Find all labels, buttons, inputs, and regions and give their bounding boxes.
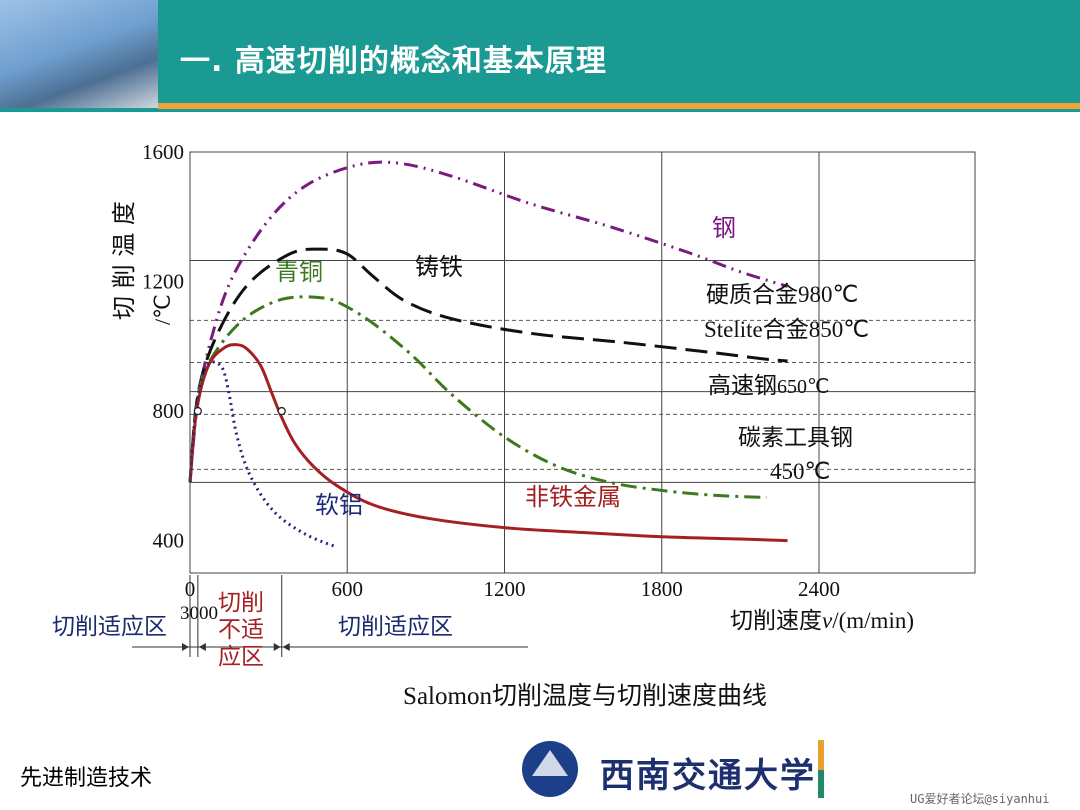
series-label-0: 钢 (712, 214, 736, 242)
reference-label: 碳素工具钢 (738, 425, 853, 451)
x-tick-label: 1200 (484, 577, 526, 601)
marker-point (193, 406, 203, 416)
zone-arrowhead (282, 643, 290, 651)
y-axis-unit: /℃ (150, 294, 175, 325)
series-line-4 (188, 360, 338, 549)
slide-header (0, 0, 1080, 112)
reference-label: 高速钢650℃ (708, 373, 829, 399)
seal-inner-shape (532, 750, 568, 776)
y-axis-title: 切 削 温 度 (110, 201, 138, 320)
y-tick-label: 1600 (142, 140, 184, 164)
series-line-3 (188, 343, 788, 543)
header-stripe (158, 103, 1080, 109)
x-tick-label: 1800 (641, 577, 683, 601)
plot-frame (189, 151, 976, 574)
x-axis-title: 切削速度v/(m/min) (730, 608, 914, 634)
zone-arrowhead (182, 643, 189, 651)
series-label-1: 铸铁 (415, 253, 463, 281)
x-tick-label: 2400 (798, 577, 840, 601)
chart-caption: Salomon切削温度与切削速度曲线 (403, 682, 767, 710)
series-line-1 (188, 247, 788, 483)
slide-title: 一. 高速切削的概念和基本原理 (180, 44, 607, 79)
zone-label-middle: 不适 (218, 617, 264, 643)
y-tick-label: 800 (153, 399, 185, 423)
university-name: 西南交通大学 (600, 756, 816, 796)
university-logo (522, 740, 824, 798)
watermark: UG爱好者论坛@siyanhui (910, 792, 1050, 806)
reference-label: Stelite合金850℃ (704, 317, 869, 343)
marker-point (277, 406, 286, 416)
series-label-3: 非铁金属 (525, 483, 621, 511)
zone-label-middle: 切削 (218, 590, 264, 616)
series-line-2 (188, 295, 767, 500)
series-label-4: 软铝 (315, 491, 363, 519)
series-lines (188, 160, 788, 549)
x-tick-label: 600 (332, 577, 364, 601)
zone-label-middle: 应区 (218, 644, 264, 670)
header-photo (0, 0, 158, 108)
logo-bar-orange (818, 740, 824, 798)
y-tick-label: 1200 (142, 270, 184, 294)
logo-bar-green (818, 770, 824, 798)
series-label-2: 青铜 (275, 258, 323, 286)
zone-label-right: 切削适应区 (338, 614, 453, 640)
reference-label: 硬质合金980℃ (706, 282, 858, 308)
zone-arrowhead (273, 643, 281, 651)
y-tick-label: 400 (153, 529, 185, 553)
course-name: 先进制造技术 (20, 766, 153, 791)
x-extra-tick-label: 3000 (180, 603, 218, 624)
zone-arrowhead (198, 643, 206, 651)
zone-label-left: 切削适应区 (52, 614, 167, 640)
reference-temp: 450℃ (770, 459, 830, 484)
reference-lines (190, 319, 975, 470)
series-line-0 (188, 160, 788, 483)
